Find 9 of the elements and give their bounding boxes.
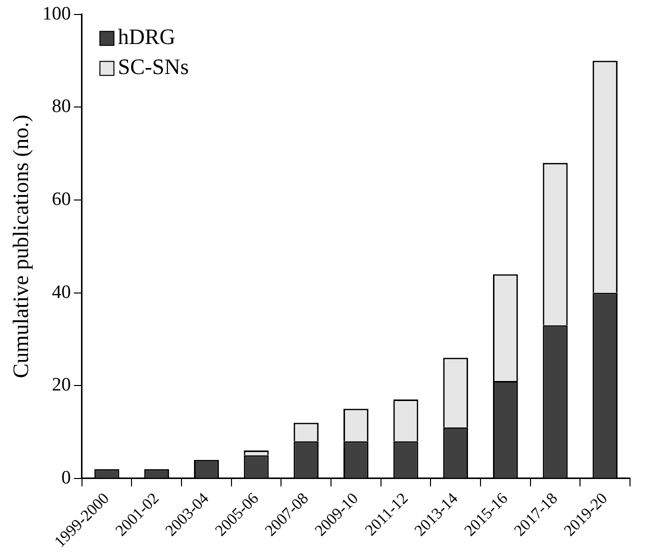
legend-label: hDRG — [118, 24, 176, 50]
y-tick-label: 100 — [42, 3, 71, 24]
y-tick-label: 20 — [52, 374, 71, 396]
y-tick-label: 60 — [52, 188, 71, 210]
y-axis-title: Cumulative publications (no.) — [8, 114, 33, 378]
y-tick-label: 80 — [52, 96, 71, 118]
legend-label: SC-SNs — [118, 54, 189, 80]
y-tick-label: 0 — [61, 467, 71, 488]
y-tick-label: 40 — [52, 282, 71, 303]
